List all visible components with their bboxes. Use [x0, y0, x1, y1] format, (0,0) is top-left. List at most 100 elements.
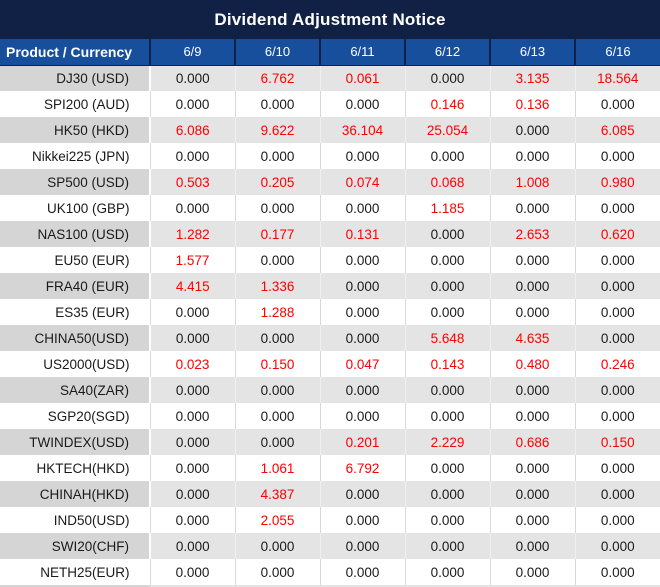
- product-cell: CHINAH(HKD): [0, 481, 150, 507]
- value-cell: 0.177: [234, 221, 320, 247]
- value-cell: 0.000: [574, 273, 660, 299]
- value-cell: 0.000: [489, 559, 575, 585]
- product-cell: CHINA50(USD): [0, 325, 150, 351]
- value-cell: 0.000: [489, 507, 575, 533]
- value-cell: 0.000: [319, 195, 405, 221]
- value-cell: 0.023: [149, 351, 235, 377]
- product-cell: SPI200 (AUD): [0, 91, 150, 117]
- value-cell: 0.000: [149, 455, 235, 481]
- product-cell: IND50(USD): [0, 507, 150, 533]
- value-cell: 0.000: [319, 559, 405, 585]
- value-cell: 0.000: [319, 247, 405, 273]
- header-row: Product / Currency 6/9 6/10 6/11 6/12 6/…: [0, 39, 660, 66]
- value-cell: 0.000: [489, 533, 575, 559]
- value-cell: 0.000: [404, 533, 490, 559]
- value-cell: 0.000: [574, 507, 660, 533]
- value-cell: 1.282: [149, 221, 235, 247]
- value-cell: 0.000: [489, 299, 575, 325]
- value-cell: 0.246: [574, 351, 660, 377]
- value-cell: 0.000: [489, 455, 575, 481]
- product-cell: HKTECH(HKD): [0, 455, 150, 481]
- value-cell: 36.104: [319, 117, 405, 143]
- value-cell: 0.000: [234, 559, 320, 585]
- page-title: Dividend Adjustment Notice: [214, 9, 446, 29]
- value-cell: 0.000: [234, 143, 320, 169]
- table-row: SP500 (USD) 0.503 0.205 0.074 0.068 1.008 0.98…: [0, 169, 660, 195]
- table-row: UK100 (GBP) 0.000 0.000 0.000 1.185 0.000 0.00…: [0, 195, 660, 221]
- table-row: TWINDEX(USD) 0.000 0.000 0.201 2.229 0.686 0.1…: [0, 429, 660, 455]
- value-cell: 1.336: [234, 273, 320, 299]
- product-cell: SA40(ZAR): [0, 377, 150, 403]
- table-row: SGP20(SGD) 0.000 0.000 0.000 0.000 0.000 0.000: [0, 403, 660, 429]
- value-cell: 1.288: [234, 299, 320, 325]
- value-cell: 0.000: [404, 403, 490, 429]
- value-cell: 0.201: [319, 429, 405, 455]
- table-row: SPI200 (AUD) 0.000 0.000 0.000 0.146 0.136 0.0…: [0, 91, 660, 117]
- value-cell: 1.008: [489, 169, 575, 195]
- value-cell: 0.000: [574, 325, 660, 351]
- product-cell: TWINDEX(USD): [0, 429, 150, 455]
- value-cell: 0.000: [489, 377, 575, 403]
- value-cell: 0.068: [404, 169, 490, 195]
- value-cell: 0.131: [319, 221, 405, 247]
- value-cell: 0.000: [489, 143, 575, 169]
- value-cell: 0.000: [149, 507, 235, 533]
- value-cell: 5.648: [404, 325, 490, 351]
- table-row: DJ30 (USD) 0.000 6.762 0.061 0.000 3.135 18.56…: [0, 65, 660, 91]
- product-cell: US2000(USD): [0, 351, 150, 377]
- title-bar: Dividend Adjustment Notice: [0, 0, 660, 39]
- product-cell: NAS100 (USD): [0, 221, 150, 247]
- value-cell: 0.000: [404, 221, 490, 247]
- value-cell: 0.000: [404, 455, 490, 481]
- value-cell: 0.000: [489, 247, 575, 273]
- value-cell: 0.000: [574, 559, 660, 585]
- product-cell: FRA40 (EUR): [0, 273, 150, 299]
- date-header: 6/12: [404, 39, 490, 66]
- value-cell: 4.635: [489, 325, 575, 351]
- table-row: SA40(ZAR) 0.000 0.000 0.000 0.000 0.000 0.000: [0, 377, 660, 403]
- value-cell: 0.000: [149, 403, 235, 429]
- partial-row-values-segment: [150, 585, 660, 587]
- value-cell: 6.762: [234, 65, 320, 91]
- value-cell: 0.000: [574, 247, 660, 273]
- value-cell: 0.000: [574, 91, 660, 117]
- value-cell: 2.055: [234, 507, 320, 533]
- table-row: US2000(USD) 0.023 0.150 0.047 0.143 0.480 0.24…: [0, 351, 660, 377]
- date-header: 6/10: [234, 39, 320, 66]
- product-cell: HK50 (HKD): [0, 117, 150, 143]
- value-cell: 0.000: [574, 455, 660, 481]
- value-cell: 0.000: [149, 195, 235, 221]
- value-cell: 6.085: [574, 117, 660, 143]
- value-cell: 0.000: [404, 559, 490, 585]
- value-cell: 0.136: [489, 91, 575, 117]
- product-cell: SGP20(SGD): [0, 403, 150, 429]
- value-cell: 0.620: [574, 221, 660, 247]
- value-cell: 0.000: [489, 481, 575, 507]
- value-cell: 0.000: [149, 533, 235, 559]
- product-cell: SP500 (USD): [0, 169, 150, 195]
- dividend-table: Product / Currency 6/9 6/10 6/11 6/12 6/…: [0, 39, 660, 585]
- value-cell: 0.000: [149, 325, 235, 351]
- value-cell: 0.000: [319, 403, 405, 429]
- value-cell: 0.047: [319, 351, 405, 377]
- value-cell: 25.054: [404, 117, 490, 143]
- value-cell: 4.387: [234, 481, 320, 507]
- product-cell: SWI20(CHF): [0, 533, 150, 559]
- value-cell: 0.000: [489, 195, 575, 221]
- value-cell: 0.480: [489, 351, 575, 377]
- partial-row-label-segment: [0, 585, 150, 587]
- product-cell: Nikkei225 (JPN): [0, 143, 150, 169]
- value-cell: 0.000: [234, 403, 320, 429]
- table-row: CHINA50(USD) 0.000 0.000 0.000 5.648 4.635 0.0…: [0, 325, 660, 351]
- table-row: IND50(USD) 0.000 2.055 0.000 0.000 0.000 0.000: [0, 507, 660, 533]
- value-cell: 0.000: [234, 91, 320, 117]
- value-cell: 0.000: [319, 143, 405, 169]
- partial-next-row: [0, 585, 660, 587]
- value-cell: 0.000: [319, 481, 405, 507]
- value-cell: 0.000: [404, 481, 490, 507]
- date-header: 6/16: [574, 39, 660, 66]
- value-cell: 0.000: [319, 273, 405, 299]
- table-row: HKTECH(HKD) 0.000 1.061 6.792 0.000 0.000 0.00…: [0, 455, 660, 481]
- value-cell: 0.000: [404, 65, 490, 91]
- value-cell: 0.000: [319, 507, 405, 533]
